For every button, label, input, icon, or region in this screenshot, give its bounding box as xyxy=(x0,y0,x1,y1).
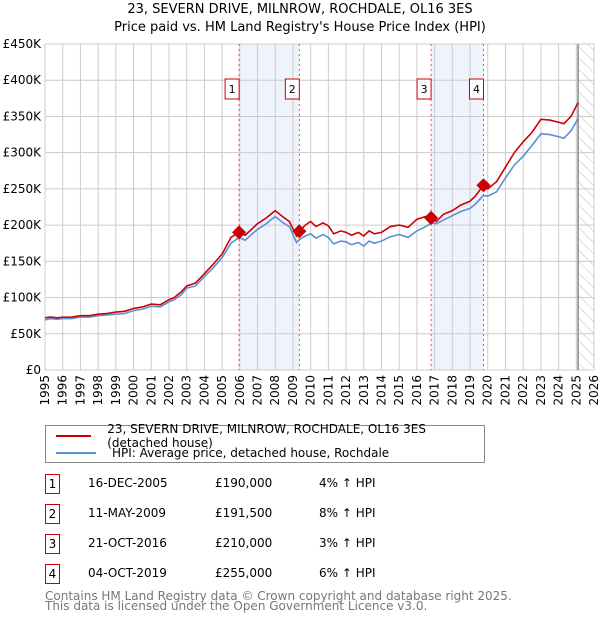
sale-label-box xyxy=(468,78,484,100)
legend-label: 23, SEVERN DRIVE, MILNROW, ROCHDALE, OL1… xyxy=(107,422,426,450)
x-tick-label: 2026 xyxy=(587,375,600,406)
x-tick-label: 2017 xyxy=(428,375,442,406)
legend-swatch-blue xyxy=(56,452,96,454)
y-tick-label: £250K xyxy=(3,182,43,196)
y-tick-label: £50K xyxy=(10,327,42,341)
sale-number: 1 xyxy=(45,474,60,494)
x-tick-label: 2025 xyxy=(569,375,583,406)
x-tick-label: 2009 xyxy=(286,375,300,406)
sale-hpi-diff: 3% ↑ HPI xyxy=(319,536,376,550)
y-tick-label: £350K xyxy=(3,109,43,123)
footer-line1: Contains HM Land Registry data © Crown c… xyxy=(45,589,512,603)
x-tick-label: 2020 xyxy=(481,375,495,406)
sale-label-number: 4 xyxy=(473,83,480,96)
sale-price: £190,000 xyxy=(215,476,273,490)
sale-label-number: 2 xyxy=(289,83,296,96)
y-tick-label: £150K xyxy=(3,254,43,268)
y-tick-label: £0 xyxy=(26,363,41,377)
x-tick-label: 2007 xyxy=(251,375,265,406)
y-tick-label: £400K xyxy=(3,73,43,87)
y-tick-label: £450K xyxy=(3,37,43,51)
sale-point xyxy=(476,178,491,193)
x-tick-label: 2015 xyxy=(392,375,406,406)
x-tick-label: 2008 xyxy=(268,375,282,406)
legend-swatch-red xyxy=(56,435,92,437)
sale-date: 11-MAY-2009 xyxy=(88,506,167,520)
x-tick-label: 1995 xyxy=(38,375,52,406)
y-tick-label: £200K xyxy=(3,218,43,232)
sale-label-number: 3 xyxy=(421,83,428,96)
sale-date: 04-OCT-2019 xyxy=(88,566,167,580)
sale-price: £191,500 xyxy=(215,506,273,520)
sale-label-number: 1 xyxy=(229,83,236,96)
x-tick-label: 2000 xyxy=(127,375,141,406)
sale-number: 2 xyxy=(45,504,60,524)
x-tick-label: 2023 xyxy=(534,375,548,406)
legend-item-hpi: HPI: Average price, detached house, Roch… xyxy=(56,445,389,461)
x-tick-label: 2016 xyxy=(410,375,424,406)
x-tick-label: 2019 xyxy=(463,375,477,406)
x-tick-label: 2003 xyxy=(180,375,194,406)
hpi-line xyxy=(44,118,579,321)
sale-price: £210,000 xyxy=(215,536,273,550)
x-tick-label: 2013 xyxy=(357,375,371,406)
x-tick-label: 1997 xyxy=(73,375,87,406)
legend-label: HPI: Average price, detached house, Roch… xyxy=(112,446,390,460)
property-price-line xyxy=(44,102,579,319)
sale-hpi-diff: 4% ↑ HPI xyxy=(319,476,376,490)
x-tick-label: 2001 xyxy=(144,375,158,406)
x-tick-label: 2024 xyxy=(552,375,566,406)
x-tick-label: 1996 xyxy=(56,375,70,406)
x-tick-label: 2021 xyxy=(498,375,512,406)
x-tick-label: 2005 xyxy=(215,375,229,406)
sale-date: 16-DEC-2005 xyxy=(88,476,168,490)
sale-label-box xyxy=(416,78,432,100)
x-tick-label: 2002 xyxy=(162,375,176,406)
sale-label-box xyxy=(284,78,300,100)
x-tick-label: 2006 xyxy=(233,375,247,406)
sale-price: £255,000 xyxy=(215,566,273,580)
price-chart: 1995 1996 1997 1998 1999 2000 2001 2002 2003 2004… xyxy=(3,37,600,406)
x-tick-label: 2004 xyxy=(197,375,211,406)
x-tick-label: 2018 xyxy=(445,375,459,406)
y-tick-label: £100K xyxy=(3,291,43,305)
sale-date: 21-OCT-2016 xyxy=(88,536,167,550)
forecast-hatch xyxy=(578,44,594,370)
x-tick-label: 2012 xyxy=(339,375,353,406)
sale-number: 4 xyxy=(45,564,60,584)
chart-title: 23, SEVERN DRIVE, MILNROW, ROCHDALE, OL1… xyxy=(127,2,473,17)
sale-hpi-diff: 8% ↑ HPI xyxy=(319,506,376,520)
x-tick-label: 2022 xyxy=(516,375,530,406)
chart-subtitle: Price paid vs. HM Land Registry's House … xyxy=(114,20,486,35)
sale-point xyxy=(423,210,439,225)
sale-point xyxy=(292,224,307,239)
sale-label-box xyxy=(224,78,240,100)
x-tick-label: 2010 xyxy=(304,375,318,406)
legend-item-property: 23, SEVERN DRIVE, MILNROW, ROCHDALE, OL1… xyxy=(56,422,484,450)
sale-number: 3 xyxy=(45,534,60,554)
sale-point xyxy=(232,225,247,240)
sale-hpi-diff: 6% ↑ HPI xyxy=(319,566,376,580)
x-tick-label: 2011 xyxy=(321,375,335,406)
footer-line2: This data is licensed under the Open Gov… xyxy=(45,599,428,613)
legend: 23, SEVERN DRIVE, MILNROW, ROCHDALE, OL1… xyxy=(45,422,485,463)
x-tick-label: 1998 xyxy=(91,375,105,406)
x-tick-label: 2014 xyxy=(374,375,388,406)
y-tick-label: £300K xyxy=(3,146,43,160)
x-tick-label: 1999 xyxy=(109,375,123,406)
